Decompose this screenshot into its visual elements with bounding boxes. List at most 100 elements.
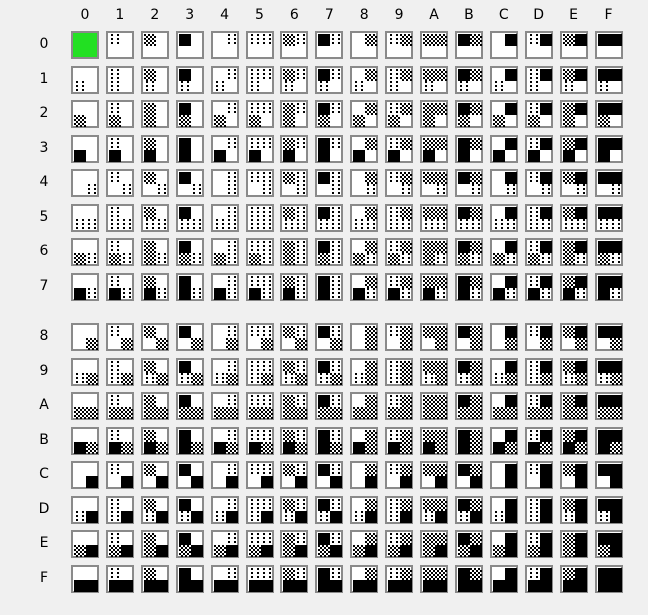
tile-cell[interactable] <box>524 392 553 420</box>
tile-cell[interactable] <box>420 272 448 301</box>
tile-cell[interactable] <box>280 134 309 163</box>
tile-cell[interactable] <box>559 564 588 593</box>
tile-cell[interactable] <box>105 564 134 593</box>
tile-cell[interactable] <box>524 495 553 524</box>
tile-cell[interactable] <box>140 564 169 593</box>
tile-cell[interactable] <box>315 100 344 128</box>
tile-cell[interactable] <box>524 426 553 455</box>
tile-cell[interactable] <box>524 238 553 266</box>
tile-cell[interactable] <box>175 203 204 232</box>
tile-cell[interactable] <box>210 203 239 232</box>
tile-cell[interactable] <box>280 323 309 351</box>
tile-cell[interactable] <box>559 323 588 351</box>
tile-cell[interactable] <box>420 495 448 524</box>
tile-cell[interactable] <box>524 357 553 386</box>
tile-cell[interactable] <box>489 495 518 524</box>
tile-cell[interactable] <box>385 238 414 266</box>
tile-cell[interactable] <box>280 169 309 197</box>
tile-cell[interactable] <box>315 323 344 351</box>
tile-cell[interactable] <box>559 461 588 489</box>
tile-cell[interactable] <box>175 564 204 593</box>
tile-cell[interactable] <box>559 134 588 163</box>
tile-cell[interactable] <box>385 564 414 593</box>
tile-cell[interactable] <box>420 564 448 593</box>
tile-cell[interactable] <box>71 564 99 593</box>
tile-cell[interactable] <box>315 65 344 94</box>
tile-cell[interactable] <box>385 65 414 94</box>
tile-cell[interactable] <box>385 169 414 197</box>
tile-cell[interactable] <box>350 65 379 94</box>
tile-cell[interactable] <box>175 357 204 386</box>
tile-cell[interactable] <box>105 238 134 266</box>
tile-cell[interactable] <box>245 65 274 94</box>
tile-cell[interactable] <box>489 31 518 59</box>
tile-cell[interactable] <box>105 203 134 232</box>
tile-cell[interactable] <box>454 323 483 351</box>
tile-cell[interactable] <box>594 357 623 386</box>
tile-cell[interactable] <box>350 238 379 266</box>
tile-cell[interactable] <box>420 392 448 420</box>
tile-cell[interactable] <box>280 564 309 593</box>
tile-cell[interactable] <box>315 134 344 163</box>
tile-cell[interactable] <box>175 426 204 455</box>
tile-cell[interactable] <box>245 564 274 593</box>
tile-cell[interactable] <box>210 495 239 524</box>
tile-cell[interactable] <box>140 169 169 197</box>
tile-cell[interactable] <box>594 323 623 351</box>
tile-cell[interactable] <box>559 169 588 197</box>
tile-cell[interactable] <box>315 203 344 232</box>
tile-cell[interactable] <box>594 495 623 524</box>
tile-cell[interactable] <box>559 238 588 266</box>
tile-cell[interactable] <box>489 530 518 558</box>
tile-cell[interactable] <box>454 272 483 301</box>
tile-cell[interactable] <box>245 134 274 163</box>
tile-cell[interactable] <box>175 530 204 558</box>
tile-cell[interactable] <box>105 134 134 163</box>
tile-cell[interactable] <box>420 530 448 558</box>
tile-cell[interactable] <box>71 169 99 197</box>
tile-cell[interactable] <box>315 392 344 420</box>
tile-cell[interactable] <box>175 31 204 59</box>
tile-cell[interactable] <box>489 426 518 455</box>
tile-cell[interactable] <box>71 392 99 420</box>
tile-cell[interactable] <box>559 100 588 128</box>
tile-cell[interactable] <box>140 530 169 558</box>
tile-cell[interactable] <box>420 169 448 197</box>
tile-cell[interactable] <box>454 461 483 489</box>
tile-cell[interactable] <box>559 495 588 524</box>
tile-cell[interactable] <box>420 31 448 59</box>
tile-cell[interactable] <box>210 169 239 197</box>
tile-cell[interactable] <box>315 530 344 558</box>
tile-cell[interactable] <box>210 100 239 128</box>
tile-cell[interactable] <box>385 426 414 455</box>
tile-cell[interactable] <box>71 461 99 489</box>
tile-cell-selected[interactable] <box>71 31 99 59</box>
tile-cell[interactable] <box>559 203 588 232</box>
tile-cell[interactable] <box>559 530 588 558</box>
tile-cell[interactable] <box>524 461 553 489</box>
tile-cell[interactable] <box>350 357 379 386</box>
tile-cell[interactable] <box>71 530 99 558</box>
tile-cell[interactable] <box>210 31 239 59</box>
tile-cell[interactable] <box>105 272 134 301</box>
tile-cell[interactable] <box>140 495 169 524</box>
tile-cell[interactable] <box>315 238 344 266</box>
tile-cell[interactable] <box>140 392 169 420</box>
tile-cell[interactable] <box>489 564 518 593</box>
tile-cell[interactable] <box>350 31 379 59</box>
tile-cell[interactable] <box>71 495 99 524</box>
tile-cell[interactable] <box>489 392 518 420</box>
tile-cell[interactable] <box>594 392 623 420</box>
tile-cell[interactable] <box>315 357 344 386</box>
tile-cell[interactable] <box>280 31 309 59</box>
tile-cell[interactable] <box>105 323 134 351</box>
tile-cell[interactable] <box>454 31 483 59</box>
tile-cell[interactable] <box>594 238 623 266</box>
tile-cell[interactable] <box>524 169 553 197</box>
tile-cell[interactable] <box>420 100 448 128</box>
tile-cell[interactable] <box>350 203 379 232</box>
tile-cell[interactable] <box>489 238 518 266</box>
tile-cell[interactable] <box>594 426 623 455</box>
tile-cell[interactable] <box>385 31 414 59</box>
tile-cell[interactable] <box>350 530 379 558</box>
